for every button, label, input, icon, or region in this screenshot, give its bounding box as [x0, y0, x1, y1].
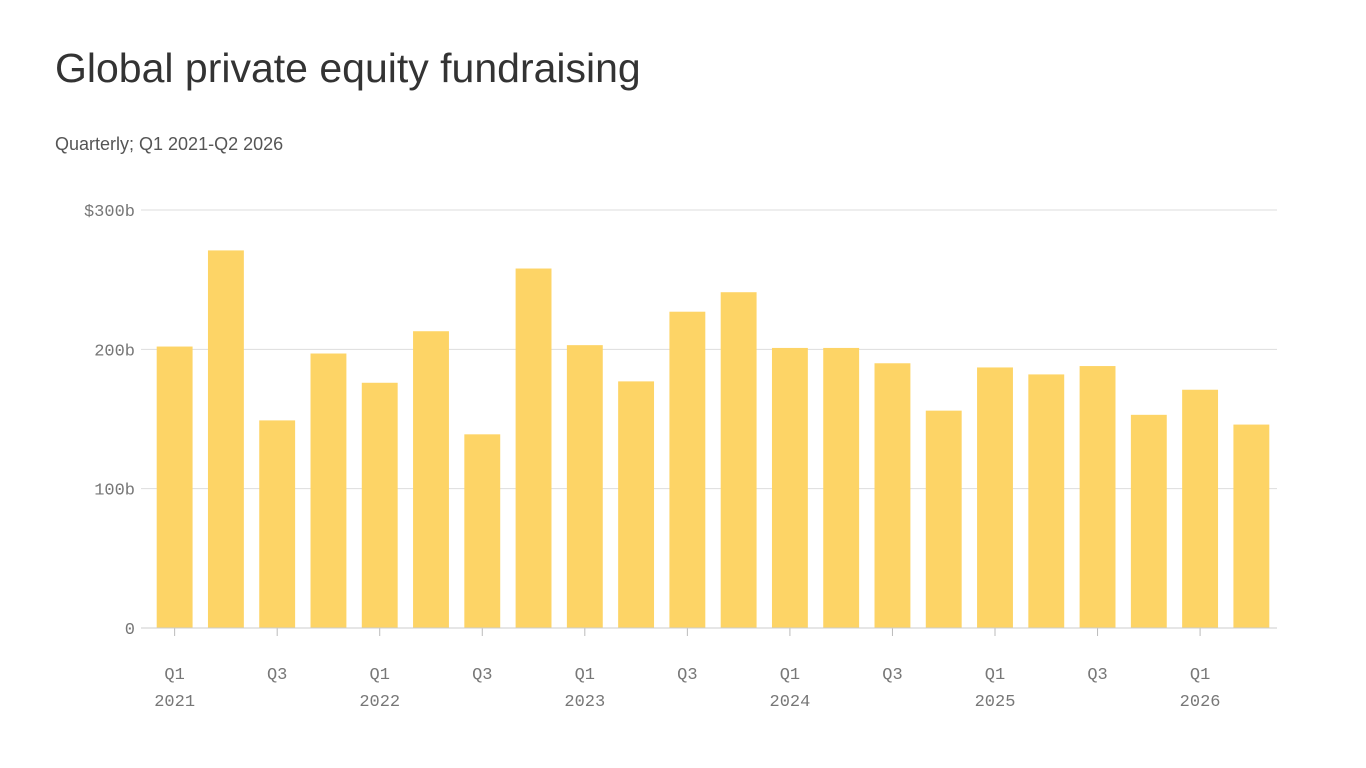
x-tick-label: Q3: [267, 666, 287, 685]
bar: [874, 363, 911, 628]
y-tick-label: 100b: [94, 482, 135, 501]
x-year-label: 2021: [154, 693, 195, 712]
bar: [310, 353, 347, 628]
y-tick-label: $300b: [84, 203, 135, 222]
bar: [669, 311, 706, 628]
bar: [618, 381, 655, 628]
x-year-label: 2022: [359, 693, 400, 712]
bar: [977, 367, 1013, 628]
bar: [1182, 389, 1219, 628]
bar: [1028, 374, 1065, 628]
y-tick-label: 0: [125, 621, 135, 640]
x-tick-label: Q3: [472, 666, 492, 685]
x-year-label: 2023: [564, 693, 605, 712]
chart-title: Global private equity fundraising: [55, 45, 641, 91]
bar: [207, 250, 244, 628]
bar: [823, 347, 860, 628]
x-year-label: 2026: [1180, 693, 1221, 712]
x-tick-label: Q1: [1190, 666, 1210, 685]
x-year-label: 2025: [975, 693, 1016, 712]
x-year-label: 2024: [770, 693, 811, 712]
bar: [1130, 414, 1167, 628]
bar: [515, 268, 552, 628]
x-tick-label: Q3: [882, 666, 902, 685]
bar: [464, 434, 501, 628]
x-tick-label: Q1: [575, 666, 595, 685]
x-tick-label: Q1: [164, 666, 184, 685]
x-tick-label: Q3: [677, 666, 697, 685]
x-tick-label: Q3: [1087, 666, 1107, 685]
chart-subtitle: Quarterly; Q1 2021-Q2 2026: [55, 134, 283, 154]
bar: [156, 346, 193, 628]
x-tick-label: Q1: [780, 666, 800, 685]
bar: [720, 292, 757, 628]
bar: [259, 420, 296, 628]
x-tick-label: Q1: [985, 666, 1005, 685]
y-tick-label: 200b: [94, 342, 135, 361]
bar: [771, 347, 808, 628]
bar: [1079, 366, 1116, 628]
bar: [361, 382, 398, 628]
x-tick-label: Q1: [370, 666, 390, 685]
bar: [925, 410, 962, 628]
bar: [413, 331, 449, 628]
bar: [1233, 424, 1270, 628]
bar: [566, 345, 603, 628]
